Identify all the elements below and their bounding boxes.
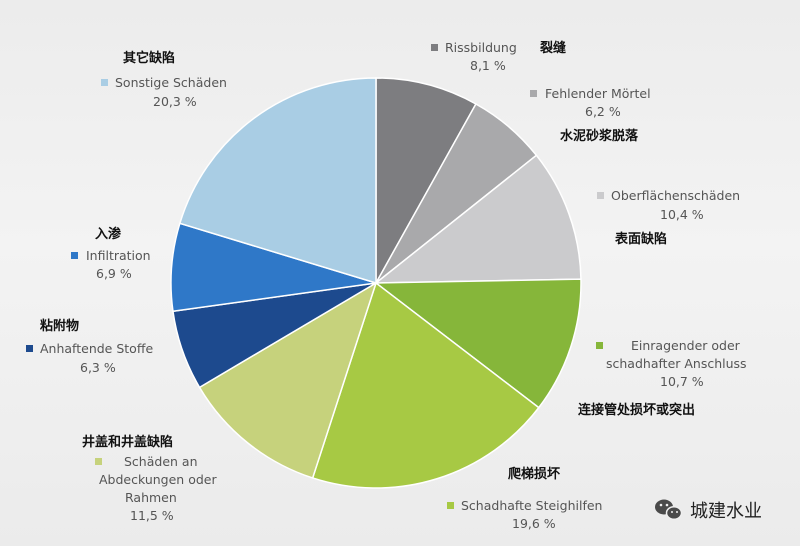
slice-label-abdeckungen-line1: Schäden an bbox=[124, 454, 198, 469]
slice-label-infiltration: Infiltration bbox=[86, 248, 151, 263]
label-group-anhaftende-stoffe: 粘附物 Anhaftende Stoffe 6,3 % bbox=[26, 318, 153, 375]
slice-label-anschluss-line1: Einragender oder bbox=[631, 338, 741, 353]
slice-label-oberflaechenschaeden: Oberflächenschäden bbox=[611, 188, 740, 203]
slice-value-sonstige: 20,3 % bbox=[153, 94, 197, 109]
slice-cn-infiltration: 入渗 bbox=[95, 226, 122, 242]
pie-slice-4 bbox=[311, 281, 540, 489]
slice-value-rissbildung: 8,1 % bbox=[470, 58, 506, 73]
slice-value-anschluss: 10,7 % bbox=[660, 374, 704, 389]
slice-value-steighilfen: 19,6 % bbox=[512, 516, 556, 531]
slice-cn-abdeckungen: 井盖和井盖缺陷 bbox=[82, 434, 173, 450]
watermark: 城建水业 bbox=[655, 499, 762, 522]
slice-value-oberflaechenschaeden: 10,4 % bbox=[660, 207, 704, 222]
legend-marker-fehlender-moertel bbox=[530, 90, 537, 97]
legend-marker-sonstige bbox=[101, 79, 108, 86]
pie-slice-2 bbox=[373, 154, 582, 284]
legend-marker-steighilfen bbox=[447, 502, 454, 509]
slice-label-fehlender-moertel: Fehlender Mörtel bbox=[545, 86, 651, 101]
slice-cn-fehlender-moertel: 水泥砂浆脱落 bbox=[560, 128, 639, 144]
slice-value-fehlender-moertel: 6,2 % bbox=[585, 104, 621, 119]
slice-label-abdeckungen-line2: Abdeckungen oder bbox=[99, 472, 217, 487]
label-group-infiltration: 入渗 Infiltration 6,9 % bbox=[71, 226, 151, 281]
label-group-abdeckungen: 井盖和井盖缺陷 Schäden an Abdeckungen oder Rahm… bbox=[82, 434, 217, 523]
legend-marker-infiltration bbox=[71, 252, 78, 259]
slice-cn-anschluss: 连接管处损坏或突出 bbox=[578, 402, 695, 418]
watermark-text: 城建水业 bbox=[690, 501, 762, 522]
pie-slices bbox=[170, 77, 582, 489]
slice-value-abdeckungen: 11,5 % bbox=[130, 508, 174, 523]
slice-label-abdeckungen-line3: Rahmen bbox=[125, 490, 177, 505]
slice-cn-oberflaechenschaeden: 表面缺陷 bbox=[614, 231, 667, 247]
pie-slice-5 bbox=[198, 281, 378, 479]
legend-marker-rissbildung bbox=[431, 44, 438, 51]
wechat-icon bbox=[655, 499, 683, 521]
legend-marker-anschluss bbox=[596, 342, 603, 349]
slice-cn-anhaftende-stoffe: 粘附物 bbox=[39, 318, 79, 334]
legend-marker-oberflaechenschaeden bbox=[597, 192, 604, 199]
legend-marker-anhaftende-stoffe bbox=[26, 345, 33, 352]
label-group-steighilfen: 爬梯损坏 Schadhafte Steighilfen 19,6 % bbox=[447, 466, 602, 531]
slice-label-anschluss-line2: schadhafter Anschluss bbox=[606, 356, 747, 371]
slice-label-sonstige: Sonstige Schäden bbox=[115, 75, 227, 90]
pie-slice-8 bbox=[178, 77, 377, 285]
label-group-oberflaechenschaeden: Oberflächenschäden 10,4 % 表面缺陷 bbox=[597, 188, 740, 247]
slice-cn-rissbildung: 裂缝 bbox=[539, 40, 566, 56]
slice-label-rissbildung: Rissbildung bbox=[445, 40, 517, 55]
label-group-fehlender-moertel: Fehlender Mörtel 6,2 % 水泥砂浆脱落 bbox=[530, 86, 651, 144]
legend-marker-abdeckungen bbox=[95, 458, 102, 465]
pie-slice-3 bbox=[373, 278, 582, 409]
slice-value-infiltration: 6,9 % bbox=[96, 266, 132, 281]
label-group-anschluss: Einragender oder schadhafter Anschluss 1… bbox=[578, 338, 747, 418]
pie-slice-0 bbox=[375, 77, 477, 286]
slice-label-steighilfen: Schadhafte Steighilfen bbox=[461, 498, 602, 513]
label-group-sonstige: 其它缺陷 Sonstige Schäden 20,3 % bbox=[101, 50, 227, 109]
label-group-rissbildung: Rissbildung 裂缝 8,1 % bbox=[431, 40, 566, 73]
slice-cn-steighilfen: 爬梯损坏 bbox=[507, 466, 560, 482]
slice-label-anhaftende-stoffe: Anhaftende Stoffe bbox=[40, 341, 153, 356]
slice-value-anhaftende-stoffe: 6,3 % bbox=[80, 360, 116, 375]
slice-cn-sonstige: 其它缺陷 bbox=[123, 50, 175, 66]
